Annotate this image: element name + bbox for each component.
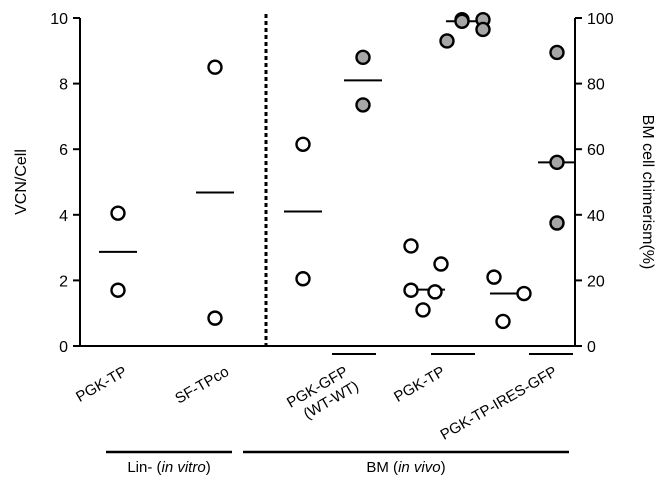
category-label: PGK-TP [73, 363, 130, 406]
category-label-group: SF-TPco [172, 363, 232, 407]
y2-tick-label: 60 [587, 142, 605, 159]
y2-tick-label: 80 [587, 77, 605, 94]
chimerism-point [439, 33, 455, 49]
y-axis-title: VCN/Cell [13, 149, 30, 215]
y2-tick-label: 40 [587, 208, 605, 225]
y-tick-label: 0 [59, 339, 68, 356]
vcn-point [415, 302, 431, 318]
category-label: PGK-TP-IRES-GFP [437, 363, 560, 444]
vcn-point [433, 256, 449, 272]
vcn-point [403, 238, 419, 254]
category-label-group: PGK-GFP(WT-WT) [284, 363, 362, 423]
data-marks [99, 11, 576, 330]
y2-tick-label: 100 [587, 11, 614, 28]
group-label: Lin- (in vitro) [127, 459, 210, 476]
y-tick-label: 10 [50, 11, 68, 28]
chimerism-point [549, 154, 565, 171]
chimerism-point [454, 13, 470, 29]
chimerism-point [549, 215, 565, 231]
vcn-point [516, 285, 532, 302]
y-tick-label: 8 [59, 77, 68, 94]
chimerism-point [549, 44, 565, 61]
category-label: PGK-TP [391, 363, 448, 406]
vcn-point [207, 59, 223, 75]
vcn-point [495, 313, 511, 330]
vcn-point [486, 269, 502, 285]
category-label-group: PGK-TP [73, 363, 130, 406]
vcn-point [295, 136, 311, 152]
y-tick-label: 2 [59, 273, 68, 290]
category-label: SF-TPco [172, 363, 232, 407]
vcn-point [207, 310, 223, 326]
group-label: BM (in vivo) [366, 459, 445, 476]
category-label-group: PGK-TP [391, 363, 448, 406]
y2-tick-label: 0 [587, 339, 596, 356]
y2-axis-title: BM cell chimerism(%) [639, 115, 656, 270]
y2-tick-label: 20 [587, 273, 605, 290]
chimerism-point [475, 21, 491, 38]
y-tick-label: 4 [59, 208, 68, 225]
chimerism-point [355, 97, 371, 113]
vcn-point [427, 284, 443, 300]
category-label-group: PGK-TP-IRES-GFP [437, 363, 560, 444]
vcn-point [110, 205, 126, 221]
vcn-point [295, 271, 311, 287]
y-tick-label: 6 [59, 142, 68, 159]
vcn-point [403, 282, 419, 298]
chimerism-point [355, 49, 371, 66]
vcn-point [110, 282, 126, 298]
